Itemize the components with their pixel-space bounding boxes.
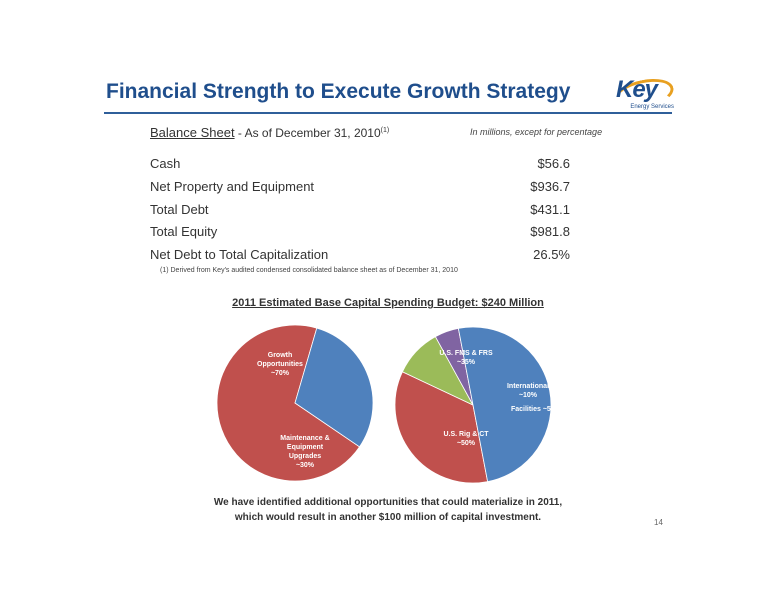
slice-label-fms: U.S. FMS & FRS ~35% (431, 349, 501, 367)
page-number: 14 (654, 518, 663, 527)
budget-title: 2011 Estimated Base Capital Spending Bud… (232, 297, 544, 309)
slice-label-facilities: Facilities ~5% (506, 405, 562, 414)
logo-subtext: Energy Services (630, 104, 674, 110)
slice-label-rig: U.S. Rig & CT ~50% (434, 430, 498, 448)
row-value: $56.6 (537, 156, 570, 171)
row-label: Cash (150, 156, 181, 171)
balance-sheet-date: - As of December 31, 2010 (234, 126, 381, 140)
balance-sheet-footnote-ref: (1) (380, 127, 390, 134)
pie-chart-budget-type (216, 324, 374, 482)
bottom-text-line-2: which would result in another $100 milli… (234, 512, 542, 523)
row-value: $431.1 (530, 202, 570, 217)
row-value: $936.7 (530, 179, 570, 194)
label-line: ~30% (295, 462, 315, 469)
row-label: Total Debt (150, 202, 209, 217)
balance-sheet-label: Balance Sheet (150, 125, 235, 140)
pie-slice-1-0 (394, 371, 489, 484)
slice-label-international: International ~10% (499, 382, 557, 400)
row-label: Total Equity (150, 224, 218, 239)
balance-row-debt: Total Debt $431.1 (150, 202, 570, 217)
pie-slice-0-1 (294, 327, 374, 448)
label-line: Maintenance & (280, 435, 330, 442)
bottom-text-line-1: We have identified additional opportunit… (213, 497, 563, 508)
label-line: ~35% (456, 359, 476, 366)
label-line: Facilities ~5% (510, 406, 558, 413)
pie-slice-1-3 (457, 326, 552, 483)
row-label: Net Debt to Total Capitalization (150, 247, 329, 262)
pie-slice-0-0 (216, 324, 361, 482)
row-value: $981.8 (530, 224, 570, 239)
logo-text: Key (616, 76, 658, 103)
label-line: Equipment (286, 444, 324, 451)
label-line: Upgrades (288, 453, 322, 460)
pie-chart-budget-segment (394, 326, 552, 484)
balance-sheet-heading: Balance Sheet - As of December 31, 2010(… (150, 125, 389, 140)
label-line: Opportunities (257, 361, 303, 368)
label-line: ~10% (518, 392, 538, 399)
row-label: Net Property and Equipment (150, 179, 315, 194)
label-line: ~50% (456, 440, 476, 447)
label-line: U.S. FMS & FRS (439, 350, 493, 357)
key-logo: Key Energy Services (611, 74, 677, 116)
label-line: ~70% (270, 370, 290, 377)
slice-label-maintenance: Maintenance & Equipment Upgrades ~30% (270, 434, 340, 470)
title-divider (104, 112, 672, 114)
balance-row-cash: Cash $56.6 (150, 156, 570, 171)
units-note: In millions, except for percentage (470, 127, 603, 137)
page-title: Financial Strength to Execute Growth Str… (106, 80, 571, 103)
label-line: International (506, 383, 549, 390)
slice-label-growth: Growth Opportunities ~70% (250, 351, 310, 378)
row-value: 26.5% (533, 247, 570, 262)
balance-row-equity: Total Equity $981.8 (150, 224, 570, 239)
balance-row-property: Net Property and Equipment $936.7 (150, 179, 570, 194)
label-line: U.S. Rig & CT (443, 431, 489, 438)
balance-sheet-footnote: (1) Derived from Key's audited condensed… (160, 267, 458, 274)
balance-row-net-debt: Net Debt to Total Capitalization 26.5% (150, 247, 570, 262)
label-line: Growth (267, 352, 293, 359)
